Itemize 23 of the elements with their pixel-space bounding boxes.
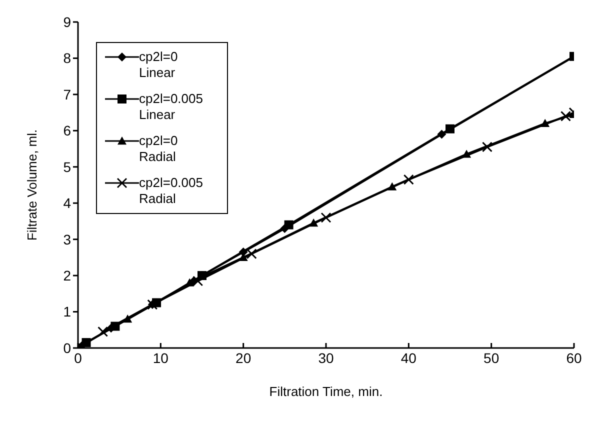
- y-tick-label: 8: [63, 50, 72, 66]
- y-tick-label: 1: [63, 304, 72, 320]
- legend-label: cp2l=0.005 Radial: [139, 175, 204, 207]
- legend-label: cp2l=0.005 Linear: [139, 91, 204, 123]
- x-tick-label: 40: [400, 350, 417, 366]
- x-tick-label: 50: [484, 350, 500, 366]
- y-tick-label: 2: [63, 268, 72, 284]
- y-tick-label: 7: [63, 86, 72, 102]
- x-tick-label: 0: [74, 350, 82, 366]
- y-tick-label: 6: [63, 122, 72, 139]
- x-tick-label: 30: [318, 350, 334, 366]
- legend-label: cp2l=0 Linear: [139, 49, 179, 81]
- legend-label: cp2l=0 Radial: [139, 133, 179, 165]
- x-tick-label: 20: [236, 350, 252, 366]
- x-tick-label: 60: [566, 350, 582, 366]
- y-tick-label: 4: [63, 195, 72, 212]
- y-tick-label: 9: [63, 14, 72, 30]
- y-axis-title: Filtrate Volume, ml.: [24, 129, 40, 241]
- x-tick-label: 10: [152, 350, 169, 366]
- y-tick-label: 0: [63, 340, 72, 356]
- y-tick-label: 5: [63, 158, 72, 175]
- y-tick-label: 3: [63, 231, 72, 248]
- x-axis-title: Filtration Time, min.: [269, 384, 383, 399]
